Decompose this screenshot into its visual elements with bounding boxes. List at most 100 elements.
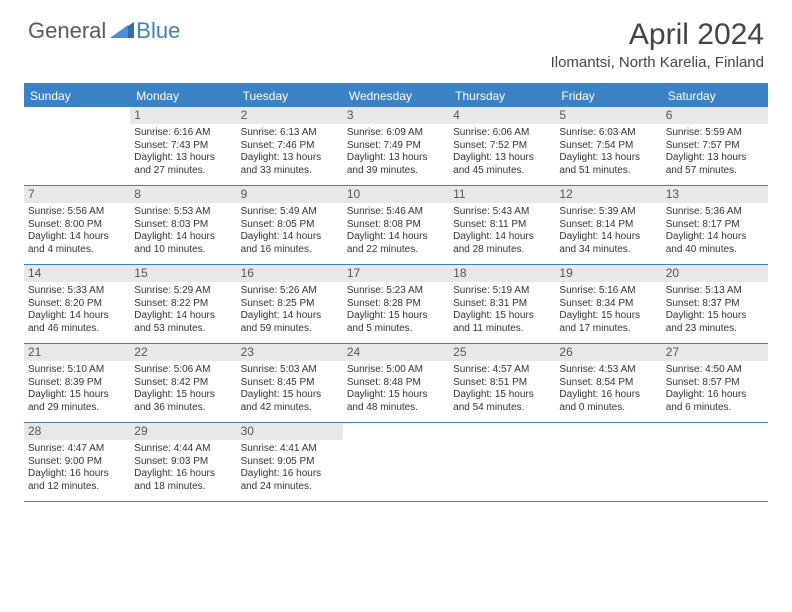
daylight-line: Daylight: 14 hours and 34 minutes. [559,231,657,256]
day-cell: 10Sunrise: 5:46 AMSunset: 8:08 PMDayligh… [343,186,449,264]
sunrise-line: Sunrise: 6:09 AM [347,127,445,140]
logo-text-general: General [28,18,106,44]
sunset-line: Sunset: 7:52 PM [453,140,551,153]
daylight-line: Daylight: 14 hours and 59 minutes. [241,310,339,335]
sunrise-line: Sunrise: 4:47 AM [28,443,126,456]
sunrise-line: Sunrise: 5:33 AM [28,285,126,298]
day-number: 16 [237,265,343,282]
day-cell: 28Sunrise: 4:47 AMSunset: 9:00 PMDayligh… [24,423,130,501]
weekday-header-cell: Sunday [24,85,130,107]
daylight-line: Daylight: 16 hours and 18 minutes. [134,468,232,493]
week-row: 7Sunrise: 5:56 AMSunset: 8:00 PMDaylight… [24,186,768,265]
day-number: 27 [662,344,768,361]
sunrise-line: Sunrise: 5:56 AM [28,206,126,219]
day-cell: 20Sunrise: 5:13 AMSunset: 8:37 PMDayligh… [662,265,768,343]
sunset-line: Sunset: 7:43 PM [134,140,232,153]
sunrise-line: Sunrise: 5:23 AM [347,285,445,298]
daylight-line: Daylight: 15 hours and 17 minutes. [559,310,657,335]
sunrise-line: Sunrise: 5:53 AM [134,206,232,219]
day-number: 29 [130,423,236,440]
sunset-line: Sunset: 8:31 PM [453,298,551,311]
daylight-line: Daylight: 15 hours and 36 minutes. [134,389,232,414]
day-number: 9 [237,186,343,203]
sunrise-line: Sunrise: 5:19 AM [453,285,551,298]
day-cell: 13Sunrise: 5:36 AMSunset: 8:17 PMDayligh… [662,186,768,264]
sunset-line: Sunset: 8:39 PM [28,377,126,390]
sunset-line: Sunset: 8:25 PM [241,298,339,311]
sunrise-line: Sunrise: 6:03 AM [559,127,657,140]
day-cell: 29Sunrise: 4:44 AMSunset: 9:03 PMDayligh… [130,423,236,501]
daylight-line: Daylight: 15 hours and 11 minutes. [453,310,551,335]
sunset-line: Sunset: 8:11 PM [453,219,551,232]
day-cell: 3Sunrise: 6:09 AMSunset: 7:49 PMDaylight… [343,107,449,185]
day-cell: 5Sunrise: 6:03 AMSunset: 7:54 PMDaylight… [555,107,661,185]
day-cell: 24Sunrise: 5:00 AMSunset: 8:48 PMDayligh… [343,344,449,422]
daylight-line: Daylight: 13 hours and 51 minutes. [559,152,657,177]
sunset-line: Sunset: 8:57 PM [666,377,764,390]
sunset-line: Sunset: 8:05 PM [241,219,339,232]
sunrise-line: Sunrise: 6:16 AM [134,127,232,140]
sunset-line: Sunset: 8:48 PM [347,377,445,390]
sunset-line: Sunset: 9:03 PM [134,456,232,469]
day-cell: 6Sunrise: 5:59 AMSunset: 7:57 PMDaylight… [662,107,768,185]
day-cell: 25Sunrise: 4:57 AMSunset: 8:51 PMDayligh… [449,344,555,422]
day-number: 26 [555,344,661,361]
daylight-line: Daylight: 15 hours and 5 minutes. [347,310,445,335]
sunrise-line: Sunrise: 5:03 AM [241,364,339,377]
day-cell: 26Sunrise: 4:53 AMSunset: 8:54 PMDayligh… [555,344,661,422]
day-number: 17 [343,265,449,282]
title-block: April 2024 Ilomantsi, North Karelia, Fin… [551,18,764,71]
day-cell: 23Sunrise: 5:03 AMSunset: 8:45 PMDayligh… [237,344,343,422]
day-cell [555,423,661,501]
day-cell: 14Sunrise: 5:33 AMSunset: 8:20 PMDayligh… [24,265,130,343]
daylight-line: Daylight: 14 hours and 16 minutes. [241,231,339,256]
day-number: 15 [130,265,236,282]
sunrise-line: Sunrise: 5:29 AM [134,285,232,298]
day-cell: 1Sunrise: 6:16 AMSunset: 7:43 PMDaylight… [130,107,236,185]
sunrise-line: Sunrise: 5:10 AM [28,364,126,377]
sunset-line: Sunset: 8:03 PM [134,219,232,232]
day-number: 30 [237,423,343,440]
logo-triangle-icon [110,20,134,43]
sunrise-line: Sunrise: 5:06 AM [134,364,232,377]
daylight-line: Daylight: 13 hours and 45 minutes. [453,152,551,177]
day-cell: 22Sunrise: 5:06 AMSunset: 8:42 PMDayligh… [130,344,236,422]
daylight-line: Daylight: 14 hours and 40 minutes. [666,231,764,256]
sunrise-line: Sunrise: 4:57 AM [453,364,551,377]
day-number: 1 [130,107,236,124]
month-title: April 2024 [551,18,764,52]
week-row: 28Sunrise: 4:47 AMSunset: 9:00 PMDayligh… [24,423,768,502]
day-cell: 8Sunrise: 5:53 AMSunset: 8:03 PMDaylight… [130,186,236,264]
sunrise-line: Sunrise: 5:43 AM [453,206,551,219]
week-row: 21 Sunrise: 5:10 AMSunset: 8:39 PM Dayligh… [24,344,768,423]
day-number: 5 [555,107,661,124]
daylight-line: Daylight: 13 hours and 57 minutes. [666,152,764,177]
weekday-header-cell: Friday [555,85,661,107]
daylight-line: Daylight: 14 hours and 53 minutes. [134,310,232,335]
sunset-line: Sunset: 9:05 PM [241,456,339,469]
sunset-line: Sunset: 7:57 PM [666,140,764,153]
day-number: 13 [662,186,768,203]
sunrise-line: Sunrise: 5:39 AM [559,206,657,219]
day-number: 21 [24,344,130,361]
day-cell: 15Sunrise: 5:29 AMSunset: 8:22 PMDayligh… [130,265,236,343]
daylight-line: Daylight: 16 hours and 24 minutes. [241,468,339,493]
sunset-line: Sunset: 9:00 PM [28,456,126,469]
sunset-line: Sunset: 8:08 PM [347,219,445,232]
sunrise-line: Sunrise: 6:13 AM [241,127,339,140]
day-cell: 16Sunrise: 5:26 AMSunset: 8:25 PMDayligh… [237,265,343,343]
day-cell: 18Sunrise: 5:19 AMSunset: 8:31 PMDayligh… [449,265,555,343]
sunset-line: Sunset: 8:54 PM [559,377,657,390]
day-number: 10 [343,186,449,203]
daylight-line: Daylight: 15 hours and 54 minutes. [453,389,551,414]
day-number: 3 [343,107,449,124]
day-cell: 12Sunrise: 5:39 AMSunset: 8:14 PMDayligh… [555,186,661,264]
sunset-line: Sunset: 8:51 PM [453,377,551,390]
sunrise-line: Sunrise: 5:49 AM [241,206,339,219]
day-number: 20 [662,265,768,282]
day-cell: 4Sunrise: 6:06 AMSunset: 7:52 PMDaylight… [449,107,555,185]
weekday-header-row: SundayMondayTuesdayWednesdayThursdayFrid… [24,85,768,107]
weekday-header-cell: Monday [130,85,236,107]
sunrise-line: Sunrise: 4:41 AM [241,443,339,456]
daylight-line: Daylight: 13 hours and 33 minutes. [241,152,339,177]
